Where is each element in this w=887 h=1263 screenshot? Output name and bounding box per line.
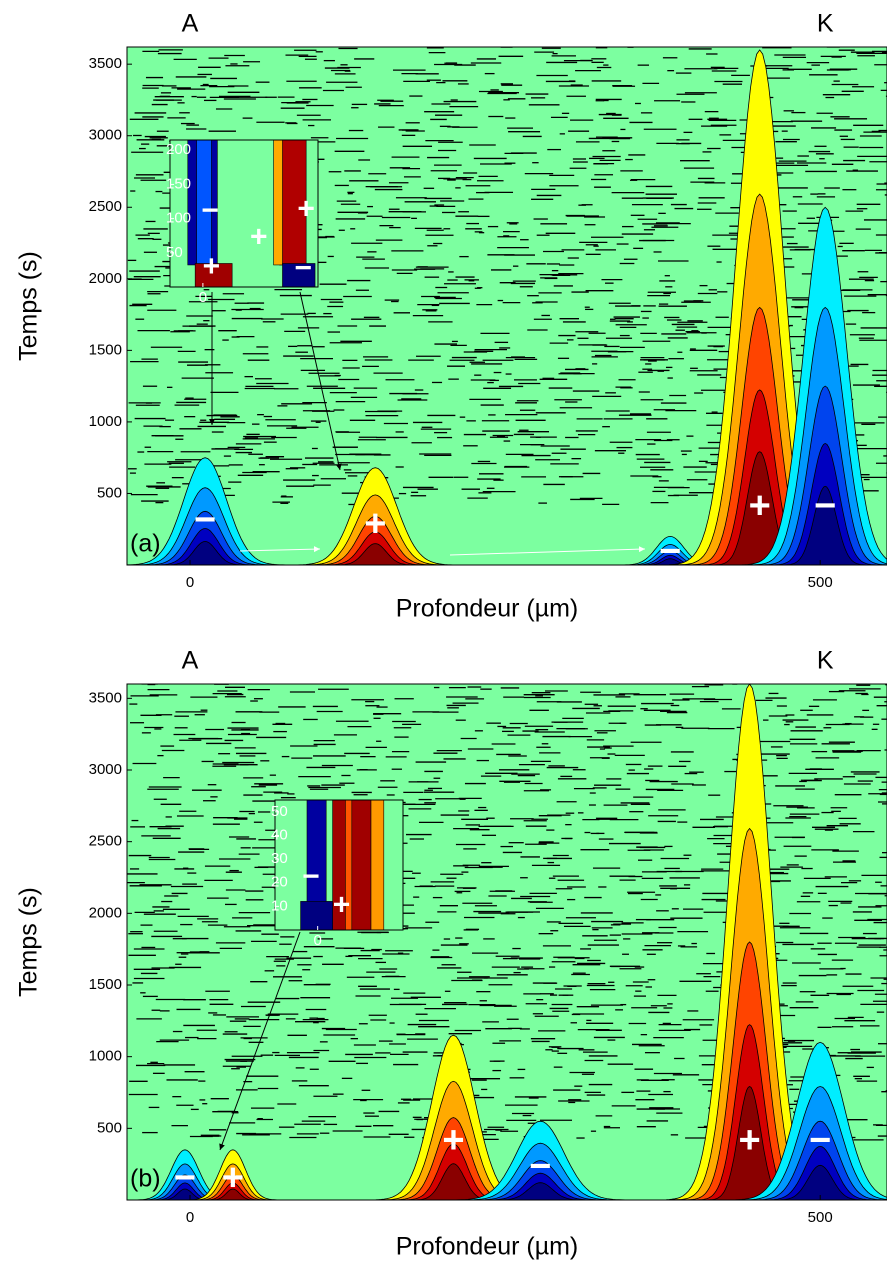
inset-sign: + [333, 889, 351, 922]
peak-sign: + [364, 503, 386, 545]
inset-x-tick-label: 0 [199, 289, 207, 306]
x-tick-label: 500 [808, 1209, 833, 1226]
inset-band [300, 901, 333, 931]
panel-label: (b) [130, 1165, 161, 1193]
y-tick-label: 3000 [89, 761, 122, 778]
inset-y-tick-label: 50 [166, 244, 183, 261]
inset-frame [169, 139, 319, 288]
arrow [449, 546, 646, 556]
arrow [219, 931, 301, 1151]
arrow [239, 546, 321, 553]
peak-level [161, 540, 249, 565]
peak-sign: + [222, 1157, 244, 1199]
inset-y-tick-label: 30 [271, 850, 288, 867]
inset-band [273, 139, 283, 266]
y-tick-label: 1500 [89, 976, 122, 993]
inset-sign: + [297, 192, 315, 225]
inset-y-tick-label: 200 [166, 141, 191, 158]
electrode-label: A [182, 647, 199, 675]
plot-frame [126, 46, 887, 566]
inset-sign: + [203, 250, 221, 283]
plot-area: − ++−+ − [127, 684, 887, 1200]
peak-sign: − [809, 1120, 831, 1162]
peak-level [332, 543, 419, 565]
y-tick-label: 500 [97, 484, 122, 501]
inset-frame [274, 799, 404, 931]
y-tick-label: 500 [97, 1119, 122, 1136]
peak-level [781, 485, 869, 565]
inset-sign: − [294, 251, 312, 284]
y-axis-label: Temps (s) [15, 251, 43, 361]
plot-area: − +−+ − [127, 47, 887, 573]
inset-sign: − [302, 860, 320, 893]
y-tick-label: 1500 [89, 341, 122, 358]
inset-x-tick-label: 0 [313, 932, 321, 949]
x-tick-label: 0 [186, 1209, 194, 1226]
inset-y-tick-label: 40 [271, 826, 288, 843]
peak-sign: − [529, 1145, 551, 1187]
y-tick-label: 2000 [89, 270, 122, 287]
x-axis-label: Profondeur (µm) [396, 595, 579, 623]
x-tick-label: 0 [186, 574, 194, 591]
inset-y-tick-label: 20 [271, 874, 288, 891]
peak-sign: + [442, 1120, 464, 1162]
peak-sign: − [659, 531, 681, 573]
x-axis-label: Profondeur (µm) [396, 1233, 579, 1261]
arrow [299, 291, 342, 471]
inset-y-tick-label: 50 [271, 803, 288, 820]
y-tick-label: 3000 [89, 127, 122, 144]
electrode-label: K [817, 647, 834, 675]
peak-sign: − [814, 485, 836, 527]
peak-sign: + [739, 1120, 761, 1162]
y-tick-label: 2000 [89, 904, 122, 921]
inset-y-tick-label: 150 [166, 175, 191, 192]
peak-sign: − [174, 1157, 196, 1199]
electrode-label: K [817, 10, 834, 38]
plot-frame [126, 683, 887, 1201]
inset-band [370, 799, 385, 931]
y-tick-label: 1000 [89, 1048, 122, 1065]
inset-sign: − [201, 194, 219, 227]
inset-sign: + [250, 220, 268, 253]
panel-label: (a) [130, 530, 161, 558]
peak-sign: − [194, 499, 216, 541]
electrode-label: A [182, 10, 199, 38]
y-tick-label: 2500 [89, 833, 122, 850]
inset-y-tick-label: 100 [166, 210, 191, 227]
x-tick-label: 500 [808, 574, 833, 591]
y-tick-label: 3500 [89, 689, 122, 706]
y-tick-label: 3500 [89, 55, 122, 72]
peak-level [773, 1164, 868, 1200]
y-tick-label: 2500 [89, 198, 122, 215]
y-axis-label: Temps (s) [15, 887, 43, 997]
inset-y-tick-label: 10 [271, 897, 288, 914]
y-tick-label: 1000 [89, 413, 122, 430]
peak-sign: + [749, 485, 771, 527]
